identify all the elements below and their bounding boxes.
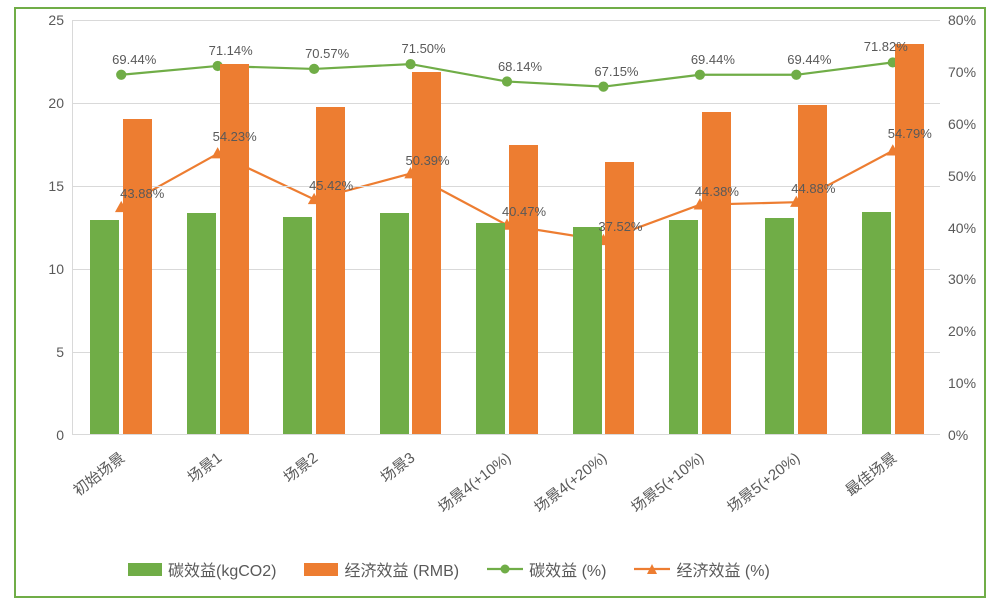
label-carbon-pct: 69.44% xyxy=(787,52,831,67)
y-right-tick-label: 30% xyxy=(948,271,996,287)
legend-marker xyxy=(634,561,670,577)
bar-carbon xyxy=(669,220,698,434)
legend-item-bar-orange: 经济效益 (RMB) xyxy=(304,557,459,581)
y-left-tick-label: 10 xyxy=(24,261,64,277)
bar-carbon xyxy=(380,213,409,434)
legend-item-line-green: 碳效益 (%) xyxy=(487,557,606,581)
bar-carbon xyxy=(187,213,216,434)
label-economic-pct: 37.52% xyxy=(598,219,642,234)
y-right-tick-label: 20% xyxy=(948,323,996,339)
y-right-tick-label: 0% xyxy=(948,427,996,443)
legend-label: 碳效益(kgCO2) xyxy=(168,557,276,581)
label-economic-pct: 40.47% xyxy=(502,204,546,219)
legend-label: 经济效益 (RMB) xyxy=(344,557,459,581)
label-economic-pct: 43.88% xyxy=(120,186,164,201)
legend-label: 经济效益 (%) xyxy=(676,557,769,581)
bar-carbon xyxy=(476,223,505,434)
marker-carbon-pct xyxy=(117,70,126,79)
bar-economic xyxy=(509,145,538,434)
bar-carbon xyxy=(765,218,794,434)
bar-economic xyxy=(220,64,249,434)
y-right-tick-label: 80% xyxy=(948,12,996,28)
label-economic-pct: 54.23% xyxy=(213,129,257,144)
legend-swatch xyxy=(128,563,162,576)
legend: 碳效益(kgCO2) 经济效益 (RMB) 碳效益 (%) 经济效益 (%) xyxy=(128,557,770,581)
label-carbon-pct: 71.82% xyxy=(864,39,908,54)
y-left-tick-label: 25 xyxy=(24,12,64,28)
marker-carbon-pct xyxy=(599,82,608,91)
label-carbon-pct: 71.50% xyxy=(402,41,446,56)
y-left-tick-label: 5 xyxy=(24,344,64,360)
marker-carbon-pct xyxy=(309,64,318,73)
label-economic-pct: 44.38% xyxy=(695,184,739,199)
y-right-tick-label: 50% xyxy=(948,168,996,184)
y-right-tick-label: 70% xyxy=(948,64,996,80)
marker-carbon-pct xyxy=(502,77,511,86)
y-right-tick-label: 60% xyxy=(948,116,996,132)
label-carbon-pct: 68.14% xyxy=(498,59,542,74)
bar-carbon xyxy=(283,217,312,434)
marker-carbon-pct xyxy=(406,59,415,68)
y-right-tick-label: 10% xyxy=(948,375,996,391)
bar-economic xyxy=(316,107,345,434)
legend-item-bar-green: 碳效益(kgCO2) xyxy=(128,557,276,581)
y-left-tick-label: 20 xyxy=(24,95,64,111)
bar-carbon xyxy=(90,220,119,434)
bar-economic xyxy=(605,162,634,434)
legend-marker xyxy=(487,561,523,577)
legend-label: 碳效益 (%) xyxy=(529,557,606,581)
bar-carbon xyxy=(573,227,602,435)
legend-item-line-orange: 经济效益 (%) xyxy=(634,557,769,581)
legend-swatch xyxy=(304,563,338,576)
y-right-tick-label: 40% xyxy=(948,220,996,236)
label-economic-pct: 44.88% xyxy=(791,181,835,196)
bar-economic xyxy=(412,72,441,434)
bar-carbon xyxy=(862,212,891,434)
plot-area xyxy=(72,20,940,435)
gridline xyxy=(73,103,940,104)
marker-carbon-pct xyxy=(695,70,704,79)
label-economic-pct: 50.39% xyxy=(406,153,450,168)
label-carbon-pct: 71.14% xyxy=(209,43,253,58)
gridline xyxy=(73,20,940,21)
marker-carbon-pct xyxy=(792,70,801,79)
bar-economic xyxy=(895,44,924,434)
label-carbon-pct: 69.44% xyxy=(691,52,735,67)
bar-economic xyxy=(123,119,152,434)
label-carbon-pct: 69.44% xyxy=(112,52,156,67)
bar-economic xyxy=(702,112,731,434)
label-carbon-pct: 67.15% xyxy=(594,64,638,79)
label-economic-pct: 54.79% xyxy=(888,126,932,141)
y-left-tick-label: 0 xyxy=(24,427,64,443)
label-carbon-pct: 70.57% xyxy=(305,46,349,61)
label-economic-pct: 45.42% xyxy=(309,178,353,193)
y-left-tick-label: 15 xyxy=(24,178,64,194)
bar-economic xyxy=(798,105,827,434)
